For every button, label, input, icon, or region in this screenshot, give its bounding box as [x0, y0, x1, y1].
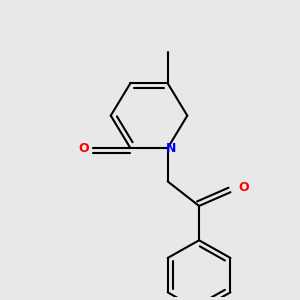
Text: N: N: [165, 142, 176, 154]
Text: O: O: [78, 142, 88, 154]
Text: O: O: [238, 181, 249, 194]
